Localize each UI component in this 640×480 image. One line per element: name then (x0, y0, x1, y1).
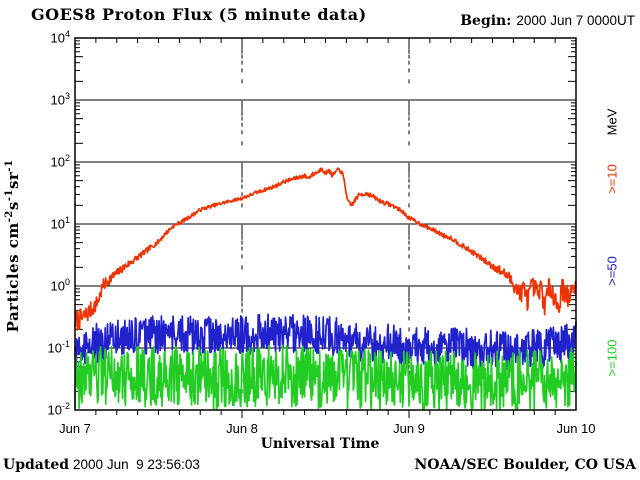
legend-series-100: >=100 (604, 339, 620, 377)
y-tick-label-10e-1: 10-1 (47, 339, 70, 356)
y-tick-exponent: 1 (64, 215, 70, 225)
updated-label: Updated (3, 457, 70, 473)
plot-border (74, 37, 577, 411)
x-axis-title: Universal Time (260, 436, 380, 452)
y-tick-label-10e1: 101 (50, 215, 70, 232)
legend-unit-mev: MeV (604, 108, 620, 136)
y-tick-exponent: -2 (61, 401, 70, 411)
begin-label: Begin: (460, 13, 512, 29)
y-tick-label-10e3: 103 (50, 91, 70, 108)
credit-text: NOAA/SEC Boulder, CO USA (414, 457, 637, 473)
legend-series-10: >=10 (604, 164, 620, 194)
x-tick-label: Jun 10 (556, 421, 596, 436)
y-tick-label-10e4: 104 (50, 29, 70, 46)
legend-series-50: >=50 (604, 256, 620, 286)
y-tick-label-10e0: 100 (50, 277, 70, 294)
updated-value: 2000 Jun 9 23:56:03 (73, 457, 200, 472)
updated-timestamp: Updated 2000 Jun 9 23:56:03 (3, 457, 200, 473)
y-tick-label-10e-2: 10-2 (47, 401, 70, 418)
y-tick-exponent: 2 (64, 153, 70, 163)
x-tick-label: Jun 8 (226, 421, 258, 436)
series-line-100 (74, 344, 577, 411)
x-tick-label: Jun 9 (393, 421, 425, 436)
x-tick-label: Jun 7 (59, 421, 91, 436)
y-tick-exponent: -1 (61, 339, 70, 349)
y-tick-exponent: 3 (64, 91, 70, 101)
y-tick-label-10e2: 102 (50, 153, 70, 170)
begin-value: 2000 Jun 7 0000UT (516, 13, 635, 28)
series-line-50 (74, 313, 577, 372)
series-line-10 (74, 167, 577, 331)
y-tick-exponent: 0 (64, 277, 70, 287)
y-tick-exponent: 4 (64, 29, 70, 39)
chart-title: GOES8 Proton Flux (5 minute data) (31, 5, 367, 24)
begin-timestamp: Begin: 2000 Jun 7 0000UT (460, 13, 635, 29)
